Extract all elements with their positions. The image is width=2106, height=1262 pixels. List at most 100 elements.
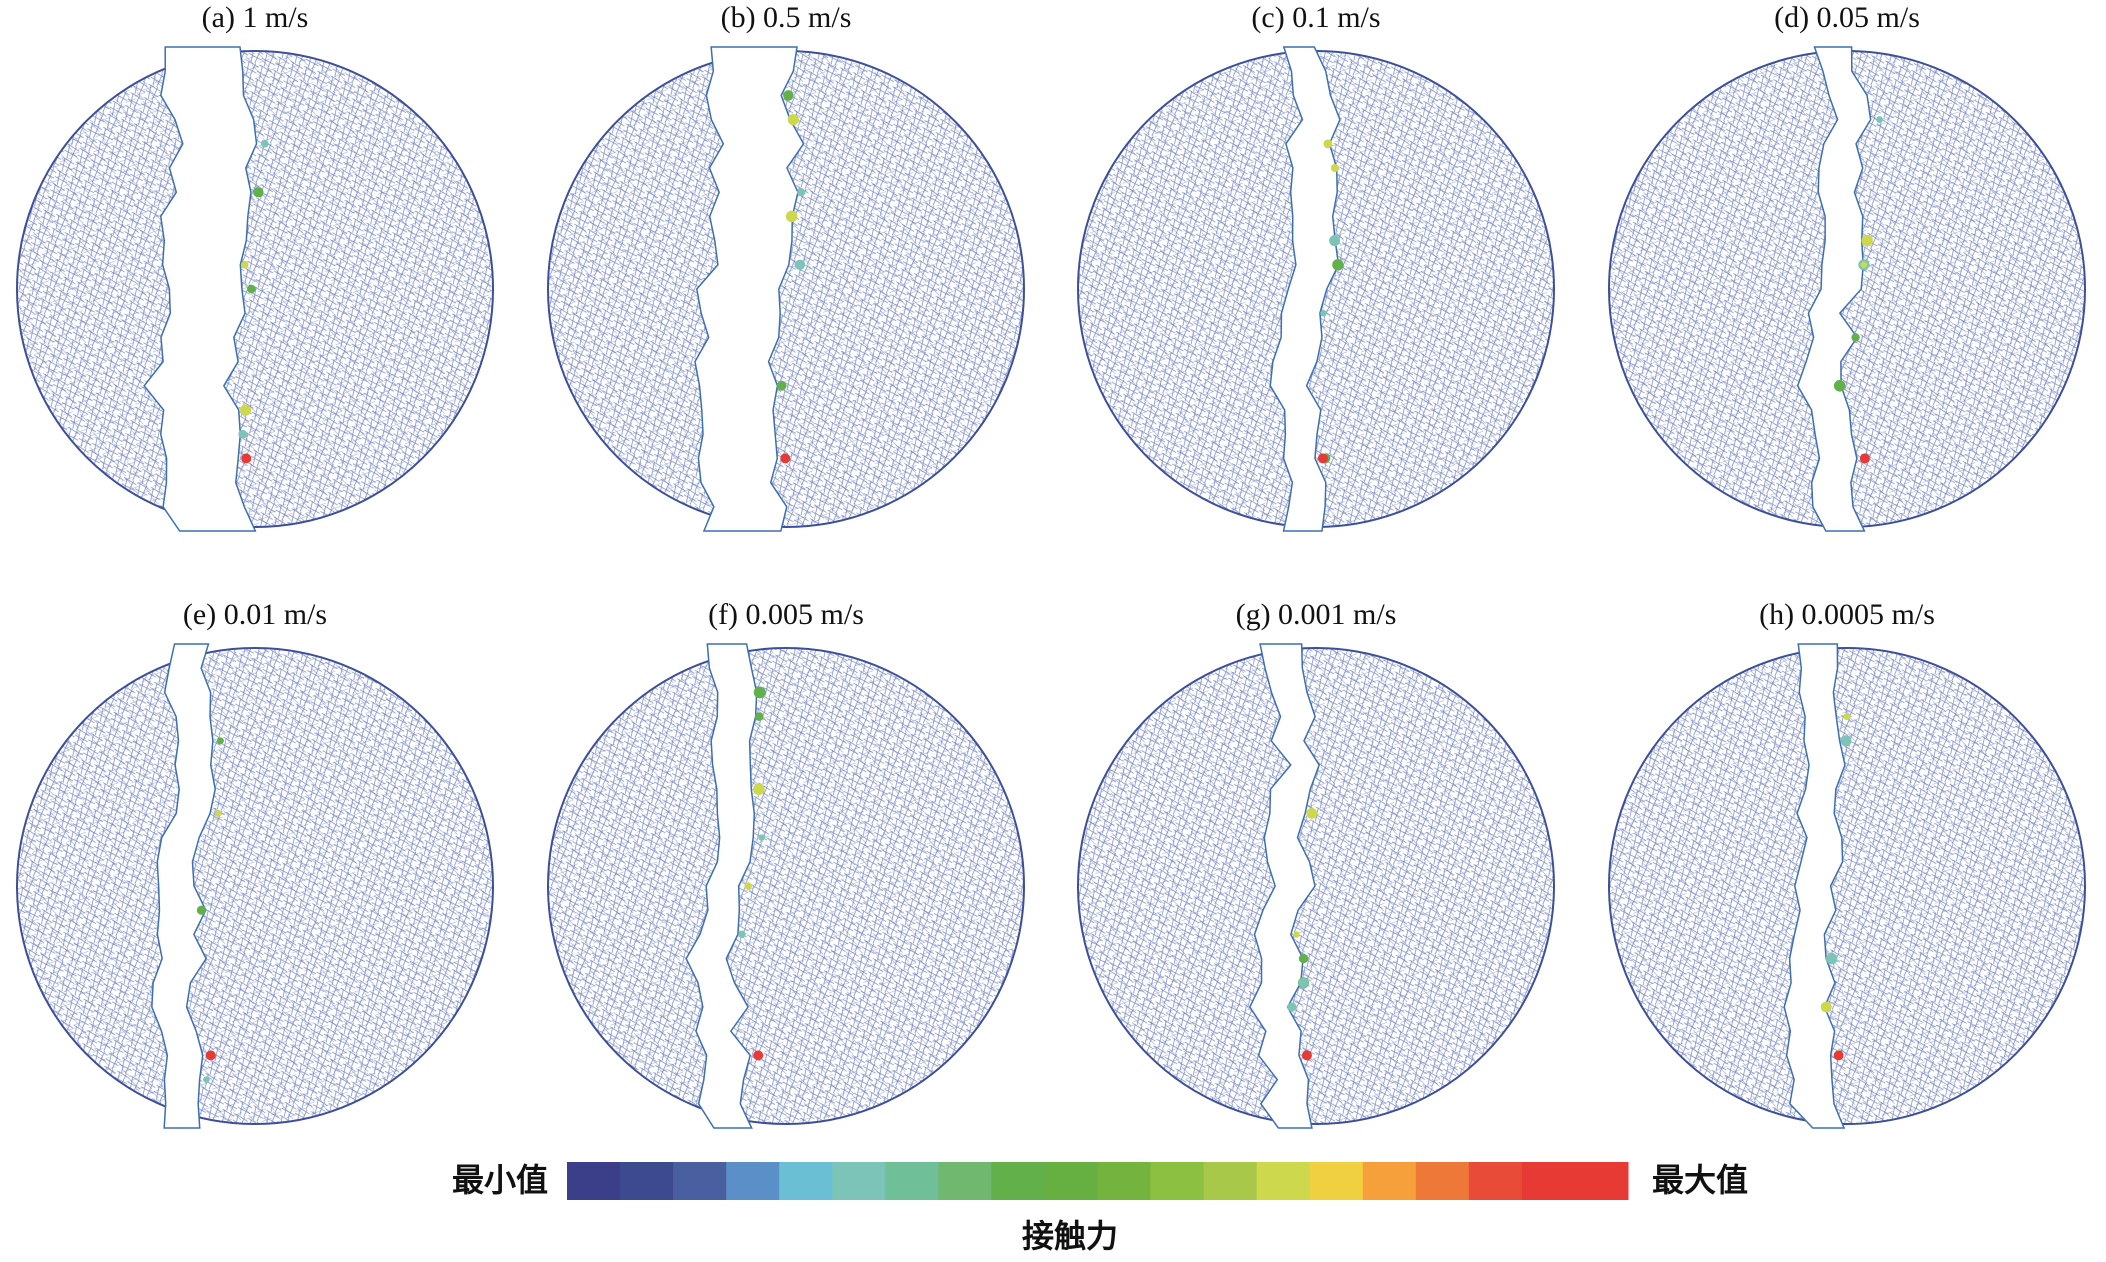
panel: (f) 0.005 m/s (547, 598, 1025, 1129)
force-spot (785, 210, 798, 223)
force-spot (1306, 807, 1318, 819)
panel: (h) 0.0005 m/s (1608, 598, 2086, 1129)
force-spot (1329, 235, 1341, 247)
force-spot (1859, 453, 1870, 464)
panel: (a) 1 m/s (16, 1, 494, 532)
force-spot (780, 453, 791, 464)
colorbar-swatch (938, 1162, 992, 1200)
force-spot (752, 783, 765, 796)
force-spot (753, 1050, 764, 1061)
colorbar-swatch (885, 1162, 939, 1200)
force-spot (1861, 234, 1873, 247)
force-spot (1833, 1050, 1844, 1061)
force-spot (253, 186, 264, 198)
force-spot (783, 90, 794, 101)
force-spot (1298, 953, 1309, 964)
force-spot (1293, 931, 1300, 938)
force-spot (1825, 952, 1838, 965)
panel-label: (d) 0.05 m/s (1774, 1, 1920, 34)
force-spot (1323, 139, 1333, 149)
force-spot (238, 429, 248, 439)
force-spot (1301, 1050, 1312, 1061)
force-spot (1860, 261, 1868, 269)
colorbar-swatch (991, 1162, 1045, 1200)
colorbar-swatch (779, 1162, 833, 1200)
colorbar: 最小值 最大值 接触力 (452, 1161, 1748, 1255)
force-spot (1298, 977, 1309, 988)
disk-mesh (1611, 650, 2083, 1122)
panel: (g) 0.001 m/s (1077, 598, 1555, 1129)
force-spot (214, 810, 222, 817)
colorbar-title: 接触力 (1022, 1217, 1118, 1255)
force-spot (1876, 116, 1883, 124)
force-spot (1317, 453, 1328, 464)
force-spot (794, 259, 806, 271)
panel: (c) 0.1 m/s (1077, 1, 1555, 532)
force-spot (196, 905, 207, 915)
panel-label: (h) 0.0005 m/s (1759, 598, 1935, 631)
colorbar-swatch (620, 1162, 674, 1200)
disk-mesh (550, 53, 1022, 525)
colorbar-swatch (1203, 1162, 1258, 1200)
crack (1783, 643, 1846, 1129)
panels: (a) 1 m/s (b) 0.5 m/s (c) 0.1 m/s (d) 0.05 … (16, 1, 2086, 1129)
crack (143, 46, 258, 532)
force-spot (1287, 1002, 1297, 1012)
disk-mesh (1080, 650, 1552, 1122)
colorbar-swatch (726, 1162, 780, 1200)
crack (685, 643, 758, 1129)
crack (1796, 46, 1872, 532)
panel-label: (c) 0.1 m/s (1251, 1, 1380, 34)
force-spot (758, 834, 765, 841)
force-spot (217, 737, 224, 745)
force-spot (240, 261, 249, 269)
force-spot (1330, 163, 1339, 173)
colorbar-swatch (673, 1162, 727, 1200)
force-spot (1833, 380, 1846, 392)
force-spot (1820, 1001, 1832, 1013)
crack (151, 643, 216, 1129)
colorbar-swatch (1256, 1162, 1311, 1200)
force-spot (240, 404, 252, 416)
force-spot (241, 453, 252, 464)
disk-mesh (550, 650, 1022, 1122)
crack (1269, 46, 1341, 532)
colorbar-swatch (567, 1162, 621, 1200)
colorbar-swatch (1468, 1162, 1523, 1200)
colorbar-swatch (1150, 1162, 1205, 1200)
panel: (e) 0.01 m/s (16, 598, 494, 1129)
colorbar-swatch (1521, 1162, 1576, 1200)
force-spot (1851, 333, 1860, 342)
force-spot (744, 882, 752, 890)
force-spot (203, 1076, 210, 1083)
panel-label: (e) 0.01 m/s (183, 598, 327, 631)
colorbar-min-label: 最小值 (452, 1161, 548, 1199)
colorbar-max-label: 最大值 (1652, 1161, 1748, 1199)
force-spot (754, 712, 764, 721)
force-spot (738, 930, 746, 939)
panel-label: (f) 0.005 m/s (708, 598, 864, 631)
colorbar-swatch (1309, 1162, 1364, 1200)
colorbar-swatch (832, 1162, 886, 1200)
colorbar-swatch (1574, 1162, 1629, 1200)
disk-mesh (19, 650, 491, 1122)
colorbar-swatch (1415, 1162, 1470, 1200)
panel-label: (a) 1 m/s (202, 1, 309, 34)
colorbar-swatch (1044, 1162, 1098, 1200)
crack (1248, 643, 1320, 1129)
force-spot (260, 139, 269, 148)
force-spot (776, 380, 787, 391)
colorbar-swatch (1362, 1162, 1417, 1200)
force-spot (247, 284, 256, 294)
panel-label: (b) 0.5 m/s (721, 1, 852, 34)
force-spot (1320, 309, 1327, 317)
force-spot (797, 188, 806, 197)
force-spot (753, 686, 766, 699)
colorbar-swatch (1097, 1162, 1152, 1200)
panel: (d) 0.05 m/s (1608, 1, 2086, 532)
force-spot (1332, 259, 1344, 271)
force-spot (787, 113, 799, 126)
force-spot (1840, 735, 1852, 747)
panel: (b) 0.5 m/s (547, 1, 1025, 532)
